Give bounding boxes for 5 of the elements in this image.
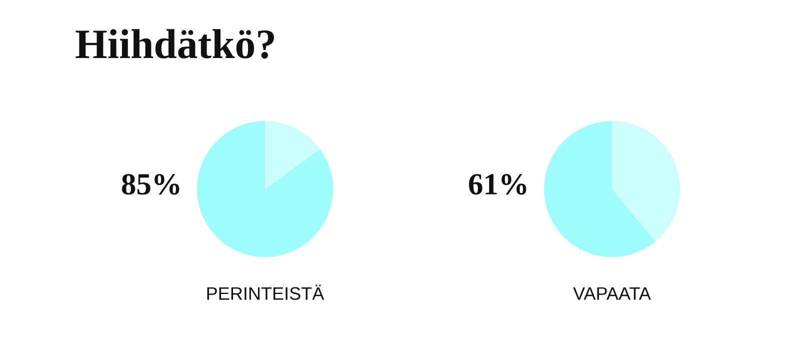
data-label: 61%: [468, 174, 526, 195]
data-label: 85%: [122, 174, 180, 195]
chart-title: Hiihdätkö?: [76, 29, 274, 59]
text: VAPAATA: [573, 287, 651, 300]
text: PERINTEISTÄ: [207, 284, 324, 300]
